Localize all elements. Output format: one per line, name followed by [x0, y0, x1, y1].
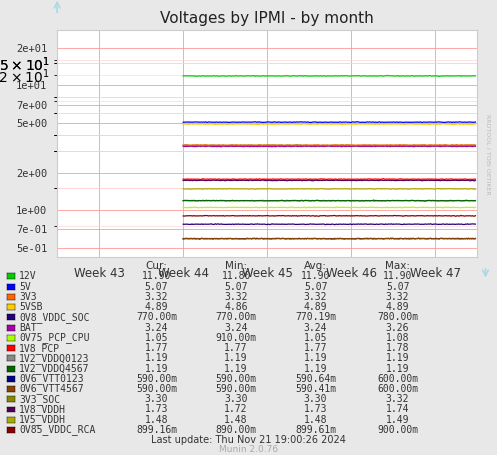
Text: Max:: Max: [385, 261, 410, 271]
Text: 3.32: 3.32 [304, 292, 328, 302]
Text: 11.90: 11.90 [383, 272, 413, 281]
Text: 1.49: 1.49 [386, 415, 410, 425]
Text: 0V6_VTT4567: 0V6_VTT4567 [19, 384, 83, 394]
Text: Cur:: Cur: [146, 261, 167, 271]
Text: 1.73: 1.73 [145, 404, 168, 415]
Text: 1.74: 1.74 [386, 404, 410, 415]
Text: 1.48: 1.48 [304, 415, 328, 425]
Text: 890.00m: 890.00m [216, 425, 256, 435]
Text: 1.72: 1.72 [224, 404, 248, 415]
Text: 1.19: 1.19 [386, 364, 410, 374]
Text: 3.32: 3.32 [386, 292, 410, 302]
Text: Munin 2.0.76: Munin 2.0.76 [219, 445, 278, 454]
Text: 1.08: 1.08 [386, 333, 410, 343]
Text: 0V85_VDDC_RCA: 0V85_VDDC_RCA [19, 425, 95, 435]
Text: 780.00m: 780.00m [377, 313, 418, 322]
Text: 3.32: 3.32 [224, 292, 248, 302]
Text: 1V8_VDDH: 1V8_VDDH [19, 404, 66, 415]
Title: Voltages by IPMI - by month: Voltages by IPMI - by month [160, 10, 374, 25]
Text: 900.00m: 900.00m [377, 425, 418, 435]
Text: 600.00m: 600.00m [377, 374, 418, 384]
Text: 0V75_PCP_CPU: 0V75_PCP_CPU [19, 333, 89, 343]
Text: 1V8_PCP: 1V8_PCP [19, 343, 60, 354]
Text: 5V: 5V [19, 282, 31, 292]
Text: 3.30: 3.30 [224, 394, 248, 404]
Text: 600.00m: 600.00m [377, 384, 418, 394]
Text: BAT: BAT [19, 323, 36, 333]
Text: 590.41m: 590.41m [295, 384, 336, 394]
Text: 770.00m: 770.00m [216, 313, 256, 322]
Text: 1V2_VDDQ4567: 1V2_VDDQ4567 [19, 363, 89, 374]
Text: 1.48: 1.48 [145, 415, 168, 425]
Text: Min:: Min: [225, 261, 247, 271]
Text: 1.77: 1.77 [304, 343, 328, 353]
Text: Last update: Thu Nov 21 19:00:26 2024: Last update: Thu Nov 21 19:00:26 2024 [151, 435, 346, 445]
Text: 3V3_SOC: 3V3_SOC [19, 394, 60, 404]
Text: 1.48: 1.48 [224, 415, 248, 425]
Text: 3.24: 3.24 [145, 323, 168, 333]
Text: 4.89: 4.89 [304, 302, 328, 312]
Text: 4.89: 4.89 [145, 302, 168, 312]
Text: 1.19: 1.19 [145, 354, 168, 363]
Text: 590.00m: 590.00m [216, 384, 256, 394]
Text: 1.77: 1.77 [145, 343, 168, 353]
Text: 1.19: 1.19 [224, 354, 248, 363]
Text: 899.16m: 899.16m [136, 425, 177, 435]
Text: 1.05: 1.05 [304, 333, 328, 343]
Text: 4.86: 4.86 [224, 302, 248, 312]
Text: 5.07: 5.07 [304, 282, 328, 292]
Text: RRDTOOL / TOBI OETIKER: RRDTOOL / TOBI OETIKER [486, 114, 491, 195]
Text: 590.00m: 590.00m [136, 384, 177, 394]
Text: 590.00m: 590.00m [216, 374, 256, 384]
Text: 1.05: 1.05 [145, 333, 168, 343]
Text: 12V: 12V [19, 272, 36, 281]
Text: 1.19: 1.19 [145, 364, 168, 374]
Text: 0V6_VTT0123: 0V6_VTT0123 [19, 374, 83, 384]
Text: 3V3: 3V3 [19, 292, 36, 302]
Text: 0V8_VDDC_SOC: 0V8_VDDC_SOC [19, 312, 89, 323]
Text: 11.90: 11.90 [301, 272, 331, 281]
Text: 5.07: 5.07 [386, 282, 410, 292]
Text: 770.00m: 770.00m [136, 313, 177, 322]
Text: 1.19: 1.19 [304, 354, 328, 363]
Text: 1V5_VDDH: 1V5_VDDH [19, 415, 66, 425]
Text: 770.19m: 770.19m [295, 313, 336, 322]
Text: 899.61m: 899.61m [295, 425, 336, 435]
Text: 3.24: 3.24 [224, 323, 248, 333]
Text: 590.00m: 590.00m [136, 374, 177, 384]
Text: 5VSB: 5VSB [19, 302, 42, 312]
Text: 3.32: 3.32 [145, 292, 168, 302]
Text: 11.90: 11.90 [142, 272, 171, 281]
Text: 1.19: 1.19 [304, 364, 328, 374]
Text: 1.73: 1.73 [304, 404, 328, 415]
Text: 910.00m: 910.00m [216, 333, 256, 343]
Text: 1V2_VDDQ0123: 1V2_VDDQ0123 [19, 353, 89, 364]
Text: 1.19: 1.19 [224, 364, 248, 374]
Text: 11.80: 11.80 [221, 272, 251, 281]
Text: 3.30: 3.30 [145, 394, 168, 404]
Text: 3.24: 3.24 [304, 323, 328, 333]
Text: 3.26: 3.26 [386, 323, 410, 333]
Text: 1.19: 1.19 [386, 354, 410, 363]
Text: 3.32: 3.32 [386, 394, 410, 404]
Text: 1.77: 1.77 [224, 343, 248, 353]
Text: 590.64m: 590.64m [295, 374, 336, 384]
Text: 5.07: 5.07 [224, 282, 248, 292]
Text: Avg:: Avg: [304, 261, 327, 271]
Text: 1.78: 1.78 [386, 343, 410, 353]
Text: 3.30: 3.30 [304, 394, 328, 404]
Text: 5.07: 5.07 [145, 282, 168, 292]
Text: 4.89: 4.89 [386, 302, 410, 312]
